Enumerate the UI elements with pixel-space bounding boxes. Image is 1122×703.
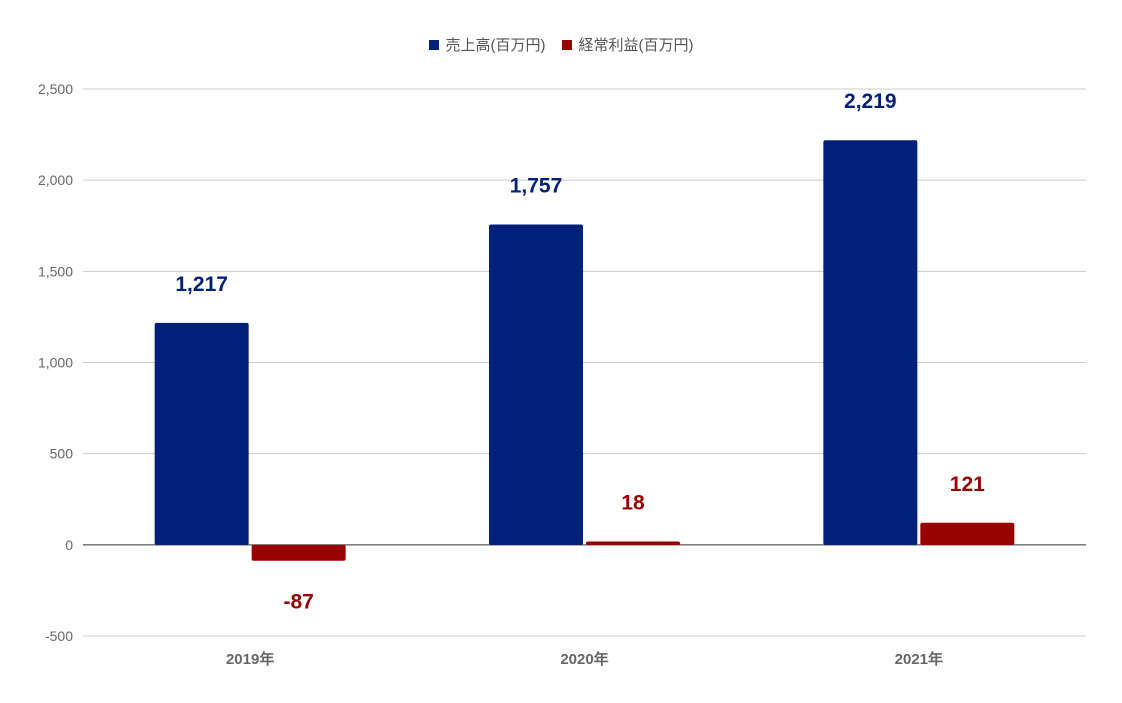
bar-sales (154, 322, 249, 545)
data-label-sales: 1,217 (175, 273, 228, 296)
data-label-profit: 121 (950, 473, 985, 496)
y-tick-label: 2,500 (38, 81, 73, 97)
bar-profit (251, 544, 346, 561)
x-tick-label: 2019年 (226, 650, 274, 668)
data-label-sales: 2,219 (844, 90, 897, 113)
data-label-sales: 1,757 (510, 174, 563, 197)
y-tick-label: 500 (50, 446, 74, 462)
legend: 売上高(百万円) 経常利益(百万円) (0, 34, 1122, 55)
legend-swatch-sales (428, 39, 439, 50)
data-label-profit: 18 (621, 492, 645, 515)
x-tick-label: 2020年 (560, 650, 608, 668)
bar-profit (586, 541, 680, 545)
legend-item-profit: 経常利益(百万円) (561, 34, 694, 55)
y-tick-label: 0 (65, 537, 73, 553)
y-tick-label: 1,000 (38, 355, 73, 371)
y-tick-label: 1,500 (38, 263, 73, 279)
x-tick-label: 2021年 (895, 650, 943, 668)
y-tick-label: -500 (45, 628, 73, 644)
data-label-profit: -87 (283, 591, 313, 614)
legend-label-profit: 経常利益(百万円) (578, 37, 694, 54)
legend-swatch-profit (561, 39, 572, 50)
legend-label-sales: 売上高(百万円) (445, 37, 546, 54)
bar-profit (920, 522, 1015, 545)
bar-sales (823, 140, 918, 545)
legend-item-sales: 売上高(百万円) (428, 34, 546, 55)
bar-sales (489, 224, 583, 545)
y-tick-label: 2,000 (38, 172, 73, 188)
